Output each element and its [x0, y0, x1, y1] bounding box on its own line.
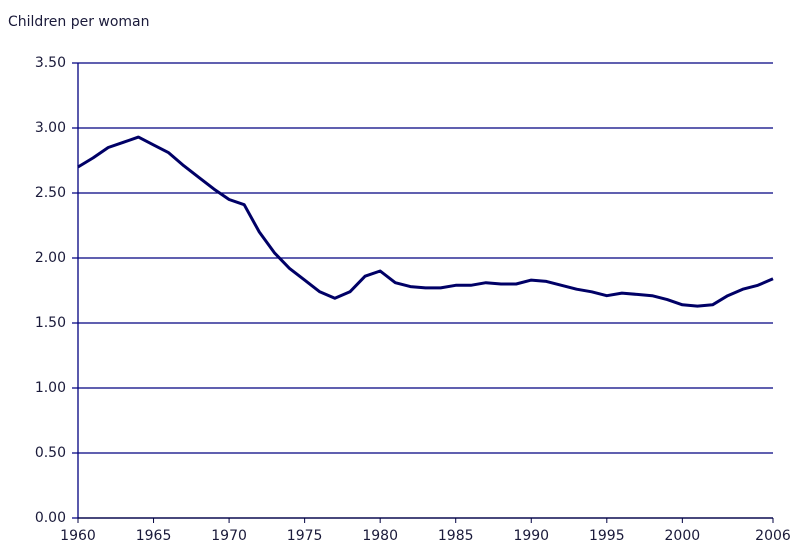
data-line: [77, 135, 774, 308]
x-tick-label: 1995: [589, 528, 625, 544]
y-axis-label: Children per woman: [8, 14, 150, 30]
x-tick-label: 1980: [362, 528, 398, 544]
y-tick-label: 2.00: [35, 250, 66, 266]
y-tick-label: 1.00: [35, 380, 66, 396]
x-tick-label: 2006: [755, 528, 791, 544]
x-tick-label: 1975: [287, 528, 323, 544]
y-tick-label: 3.00: [35, 120, 66, 136]
x-tick-label: 1960: [60, 528, 96, 544]
y-tick-label: 3.50: [35, 55, 66, 71]
y-tick-label: 2.50: [35, 185, 66, 201]
x-tick-label: 1970: [211, 528, 247, 544]
x-tick-label: 2000: [665, 528, 701, 544]
x-tick-label: 1965: [136, 528, 172, 544]
y-tick-label: 0.00: [35, 510, 66, 526]
y-tick-label: 0.50: [35, 445, 66, 461]
y-tick-label: 1.50: [35, 315, 66, 331]
x-tick-label: 1990: [513, 528, 549, 544]
x-tick-label: 1985: [438, 528, 474, 544]
